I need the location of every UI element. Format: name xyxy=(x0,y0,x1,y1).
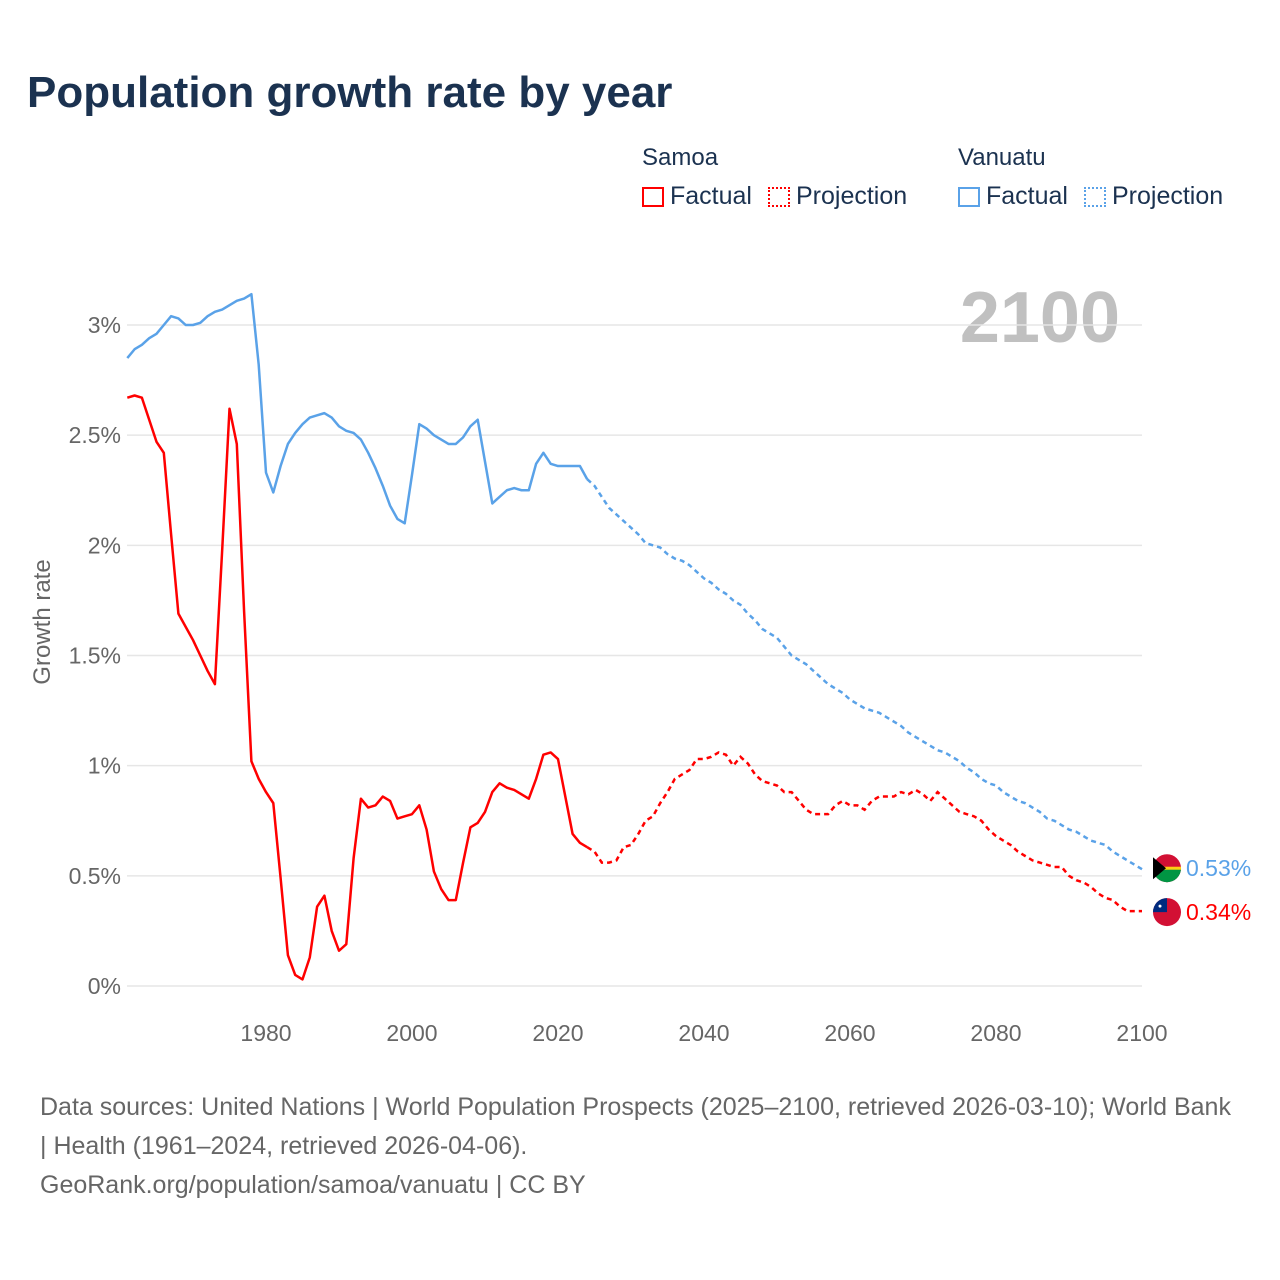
samoa-flag-icon xyxy=(1153,898,1181,927)
legend-label: Factual xyxy=(986,182,1068,210)
legend-group-label: Vanuatu xyxy=(958,144,1046,171)
legend-label: Factual xyxy=(670,182,752,210)
x-tick-label: 2060 xyxy=(824,1020,875,1046)
vanuatu-factual-line xyxy=(126,292,589,525)
y-tick-label: 1.5% xyxy=(69,643,121,669)
x-tick-label: 2040 xyxy=(678,1020,729,1046)
legend-vanuatu-factual[interactable]: Factual xyxy=(958,182,1068,211)
samoa-end-label: 0.34% xyxy=(1186,899,1251,925)
flag-star xyxy=(1158,904,1162,908)
legend-swatch xyxy=(767,186,790,207)
y-tick-label: 0.5% xyxy=(69,863,121,889)
y-tick-label: 1% xyxy=(88,753,121,779)
y-tick-label: 2% xyxy=(88,532,121,558)
samoa-projection-line xyxy=(586,751,1142,913)
chart-title: Population growth rate by year xyxy=(27,68,673,117)
x-tick-label: 2000 xyxy=(386,1020,437,1046)
legend-group-label: Samoa xyxy=(642,144,719,171)
vanuatu-end-label: 0.53% xyxy=(1186,855,1251,881)
x-tick-label: 2080 xyxy=(970,1020,1021,1046)
legend-swatch xyxy=(1083,186,1106,207)
legend-label: Projection xyxy=(1111,182,1224,210)
data-sources: Data sources: United Nations | World Pop… xyxy=(40,1093,1231,1160)
legend-samoa-projection[interactable]: Projection xyxy=(767,182,908,211)
y-tick-label: 3% xyxy=(88,312,121,338)
legend-label: Projection xyxy=(795,182,908,210)
flag-stripe xyxy=(1153,866,1181,870)
y-tick-label: 2.5% xyxy=(69,422,121,448)
samoa-factual-line xyxy=(126,394,588,981)
flag-triangle xyxy=(1153,857,1166,880)
legend-samoa: Samoa Factual Projection xyxy=(642,144,907,211)
footer: Data sources: United Nations | World Pop… xyxy=(40,1088,1240,1205)
credit-link[interactable]: GeoRank.org/population/samoa/vanuatu | C… xyxy=(40,1171,586,1199)
year-watermark: 2100 xyxy=(960,278,1120,358)
x-tick-label: 2100 xyxy=(1116,1020,1167,1046)
legend-samoa-factual[interactable]: Factual xyxy=(642,182,752,211)
x-tick-label: 2020 xyxy=(532,1020,583,1046)
legend-swatch xyxy=(958,186,980,207)
legend-vanuatu: Vanuatu Factual Projection xyxy=(958,144,1223,211)
vanuatu-flag-icon xyxy=(1153,854,1181,883)
y-tick-label: 0% xyxy=(88,973,121,999)
legend-vanuatu-projection[interactable]: Projection xyxy=(1083,182,1224,211)
y-axis-label: Growth rate xyxy=(29,559,56,684)
legend-swatch xyxy=(642,186,664,207)
x-tick-label: 1980 xyxy=(240,1020,291,1046)
